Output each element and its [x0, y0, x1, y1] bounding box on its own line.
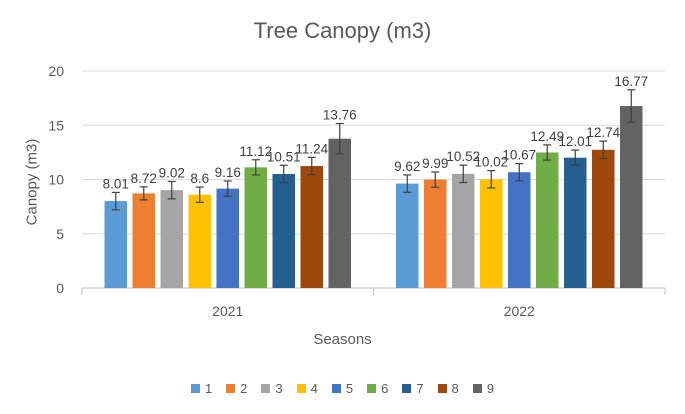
bar: [452, 173, 475, 288]
bar: [564, 157, 587, 288]
data-label: 13.76: [323, 108, 357, 123]
legend-item: 5: [331, 381, 354, 396]
data-label: 10.51: [267, 149, 301, 164]
legend-item: 4: [296, 381, 318, 396]
legend-swatch: [367, 384, 377, 393]
data-label: 11.12: [239, 144, 272, 159]
legend-label: 8: [451, 381, 459, 396]
y-tick-label: 20: [48, 63, 64, 79]
data-label: 12.01: [558, 134, 592, 149]
legend-item: 7: [402, 381, 424, 396]
y-tick-label: 10: [48, 172, 64, 188]
legend-swatch: [261, 384, 271, 393]
legend-item: 6: [367, 381, 388, 396]
data-label: 9.16: [215, 165, 241, 180]
data-label: 8.01: [103, 176, 129, 191]
legend-label: 3: [275, 381, 283, 396]
bar: [188, 194, 211, 288]
legend-swatch: [296, 384, 306, 393]
data-label: 12.74: [586, 125, 620, 140]
legend-item: 2: [226, 381, 247, 396]
bar: [216, 188, 239, 288]
bar: [244, 167, 267, 288]
legend-item: 9: [472, 381, 495, 396]
data-label: 12.49: [530, 129, 564, 144]
data-label: 9.62: [394, 159, 420, 174]
bar: [508, 172, 531, 288]
bar: [132, 193, 155, 288]
data-label: 8.72: [131, 171, 157, 186]
data-label: 8.6: [190, 171, 209, 186]
bar: [592, 149, 615, 288]
legend-swatch: [226, 384, 236, 393]
legend-label: 5: [345, 381, 354, 396]
legend-item: 3: [261, 381, 283, 396]
y-tick-label: 15: [48, 117, 64, 133]
y-tick-label: 0: [56, 280, 64, 296]
bar: [328, 138, 351, 288]
bar: [396, 183, 419, 288]
legend-swatch: [437, 384, 447, 393]
legend-label: 9: [486, 381, 495, 396]
legend-swatch: [190, 384, 200, 393]
legend-label: 1: [204, 381, 213, 396]
legend-label: 7: [416, 381, 424, 396]
data-label: 16.77: [614, 74, 648, 89]
bar: [160, 190, 183, 288]
legend-item: 1: [190, 381, 213, 396]
legend-swatch: [472, 384, 482, 393]
x-tick-label: 2021: [212, 303, 243, 319]
bar: [620, 106, 643, 288]
data-label: 10.67: [502, 148, 536, 163]
legend-label: 4: [310, 381, 318, 396]
bar: [272, 173, 295, 288]
x-tick-label: 2022: [504, 303, 535, 319]
bar: [300, 166, 323, 288]
data-label: 10.02: [474, 155, 508, 170]
legend-swatch: [402, 384, 412, 393]
chart-title: Tree Canopy (m3): [253, 18, 432, 43]
bar: [480, 179, 503, 288]
data-label: 11.24: [295, 141, 328, 156]
legend-swatch: [331, 384, 341, 393]
bar: [536, 152, 559, 288]
bar: [104, 201, 127, 288]
bar: [424, 179, 447, 288]
legend-label: 2: [240, 381, 248, 396]
y-tick-label: 5: [56, 226, 64, 242]
legend: 1 2 3 4 5 6 7 8 9: [0, 381, 685, 396]
data-label: 10.52: [446, 149, 480, 164]
legend-item: 8: [437, 381, 459, 396]
data-label: 9.02: [159, 165, 185, 180]
legend-label: 6: [381, 381, 389, 396]
data-label: 9.99: [422, 156, 448, 171]
x-axis-label: Seasons: [313, 331, 372, 348]
